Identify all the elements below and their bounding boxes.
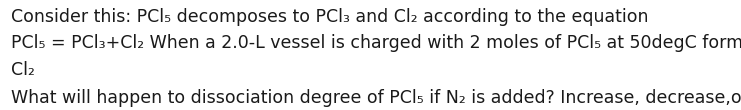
Text: Cl₂: Cl₂ [11, 61, 35, 79]
Text: Consider this: PCl₅ decomposes to PCl₃ and Cl₂ according to the equation: Consider this: PCl₅ decomposes to PCl₃ a… [11, 8, 648, 26]
Text: What will happen to dissociation degree of PCl₅ if N₂ is added? Increase, decrea: What will happen to dissociation degree … [11, 89, 741, 107]
Text: PCl₅ = PCl₃+Cl₂ When a 2.0-L vessel is charged with 2 moles of PCl₅ at 50degC fo: PCl₅ = PCl₃+Cl₂ When a 2.0-L vessel is c… [11, 34, 741, 52]
